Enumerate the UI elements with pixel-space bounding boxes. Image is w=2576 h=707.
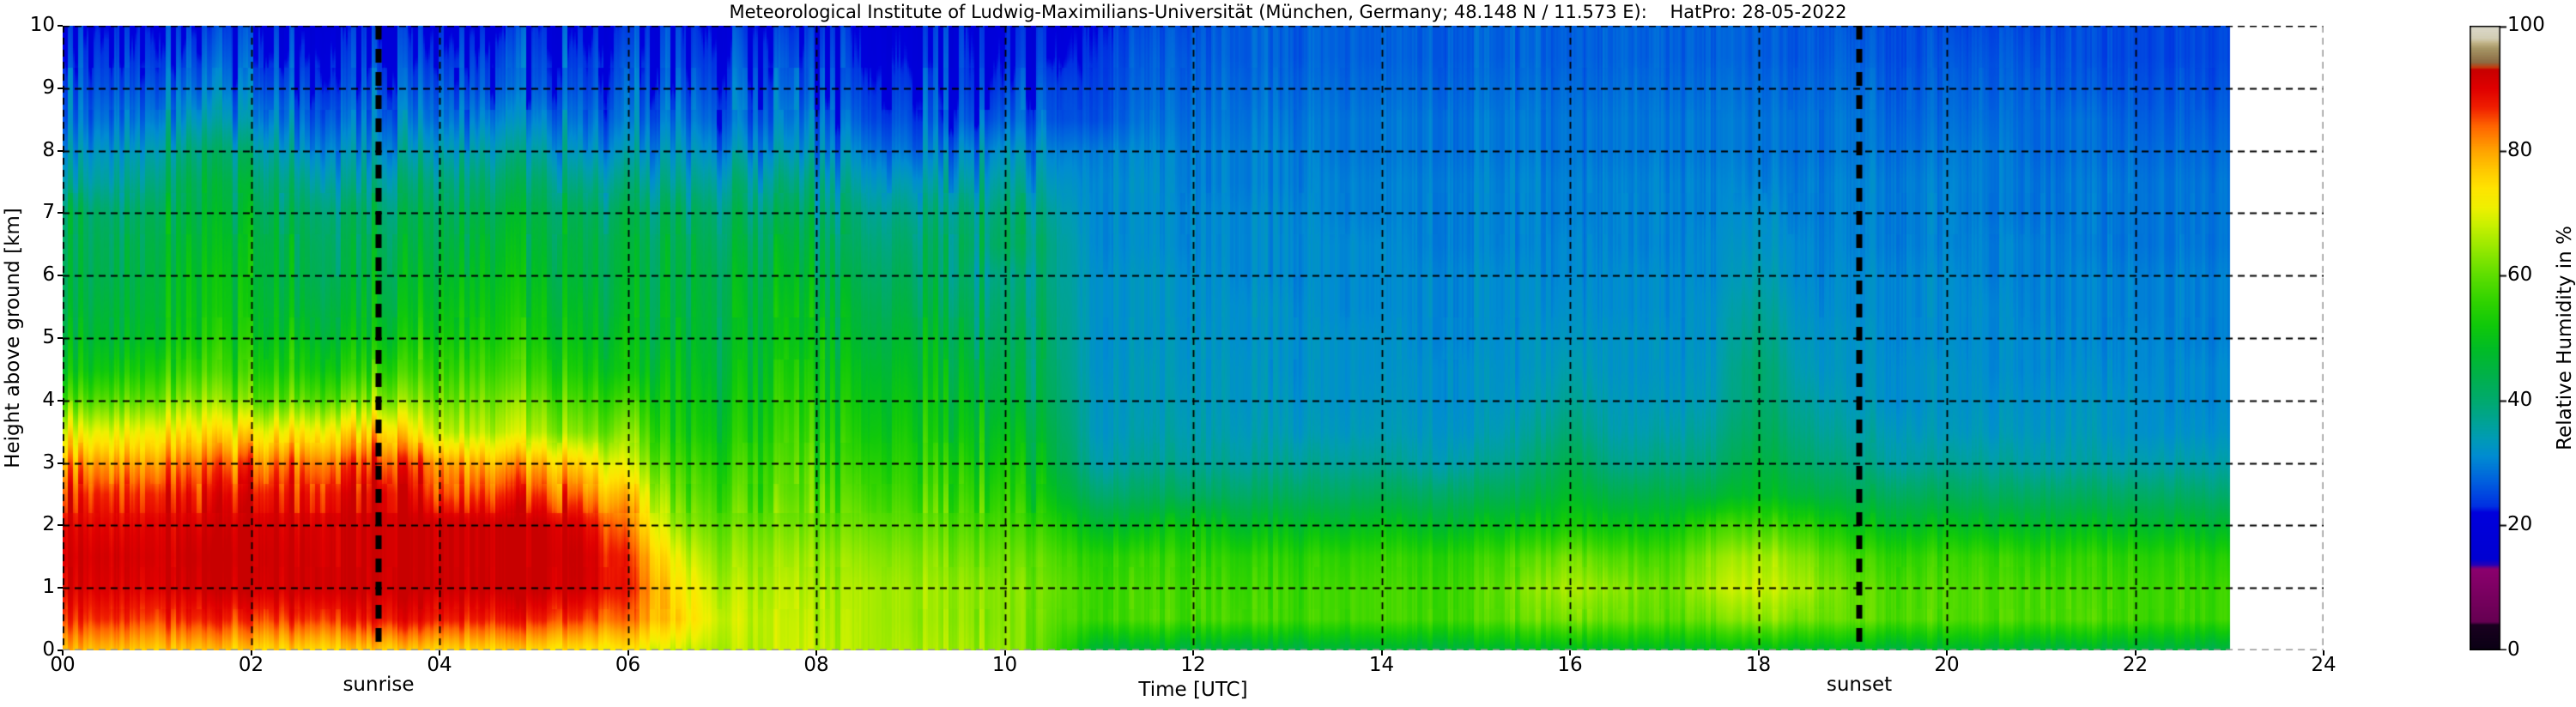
colorbar-tick-label: 40: [2507, 388, 2533, 411]
x-tick-label: 12: [1180, 654, 1206, 676]
tick-mark: [58, 587, 63, 589]
x-tick-label: 02: [238, 654, 264, 676]
y-tick-label: 7: [42, 201, 55, 224]
colorbar-canvas: [2470, 26, 2508, 650]
tick-mark: [62, 650, 64, 656]
x-tick-label: 18: [1745, 654, 1772, 676]
humidity-heatmap-canvas: [63, 26, 2324, 650]
tick-mark: [1569, 650, 1571, 656]
colorbar-tick-label: 100: [2507, 14, 2545, 36]
tick-mark: [2323, 650, 2324, 656]
x-tick-label: 04: [427, 654, 452, 676]
x-tick-label: 14: [1368, 654, 1395, 676]
x-tick-label: 16: [1557, 654, 1583, 676]
tick-mark: [1380, 650, 1383, 656]
x-tick-label: 08: [803, 654, 829, 676]
y-tick-label: 10: [29, 14, 55, 36]
x-tick-label: 06: [615, 654, 641, 676]
y-tick-label: 1: [42, 576, 55, 599]
x-axis-label: Time [UTC]: [1138, 679, 1248, 701]
tick-mark: [1946, 650, 1948, 656]
y-tick-label: 4: [42, 388, 55, 411]
tick-mark: [58, 87, 63, 89]
y-tick-label: 9: [42, 76, 55, 99]
tick-mark: [58, 25, 63, 27]
y-tick-label: 0: [42, 638, 55, 661]
tick-mark: [815, 650, 817, 656]
chart-title: Meteorological Institute of Ludwig-Maxim…: [729, 2, 1847, 22]
tick-mark: [58, 524, 63, 527]
tick-mark: [58, 149, 63, 152]
colorbar-label: Relative Humidity in %: [2554, 226, 2576, 450]
sunrise-label: sunrise: [342, 674, 415, 696]
y-tick-label: 6: [42, 263, 55, 287]
colorbar-tick-label: 80: [2507, 138, 2533, 161]
tick-mark: [439, 650, 440, 656]
sunset-label: sunset: [1826, 674, 1893, 696]
y-tick-label: 5: [42, 326, 55, 348]
tick-mark: [250, 650, 252, 656]
tick-mark: [58, 399, 63, 402]
x-tick-label: 10: [991, 654, 1018, 676]
tick-mark: [2134, 650, 2137, 656]
tick-mark: [1003, 650, 1006, 656]
x-tick-label: 24: [2311, 654, 2337, 676]
colorbar-tick-label: 20: [2507, 513, 2533, 536]
tick-mark: [1192, 650, 1194, 656]
x-tick-label: 22: [2122, 654, 2149, 676]
tick-mark: [58, 337, 63, 339]
y-axis-label: Height above ground [km]: [2, 208, 24, 468]
y-tick-label: 3: [42, 450, 55, 474]
tick-mark: [58, 462, 63, 464]
tick-mark: [1757, 650, 1760, 656]
tick-mark: [58, 212, 63, 215]
tick-mark: [58, 275, 63, 277]
y-tick-label: 2: [42, 513, 55, 536]
x-tick-label: 00: [50, 654, 76, 676]
tick-mark: [58, 650, 63, 651]
colorbar-tick-label: 60: [2507, 263, 2533, 287]
x-tick-label: 20: [1934, 654, 1960, 676]
y-tick-label: 8: [42, 138, 55, 161]
colorbar-tick-label: 0: [2507, 638, 2520, 661]
tick-mark: [627, 650, 629, 656]
